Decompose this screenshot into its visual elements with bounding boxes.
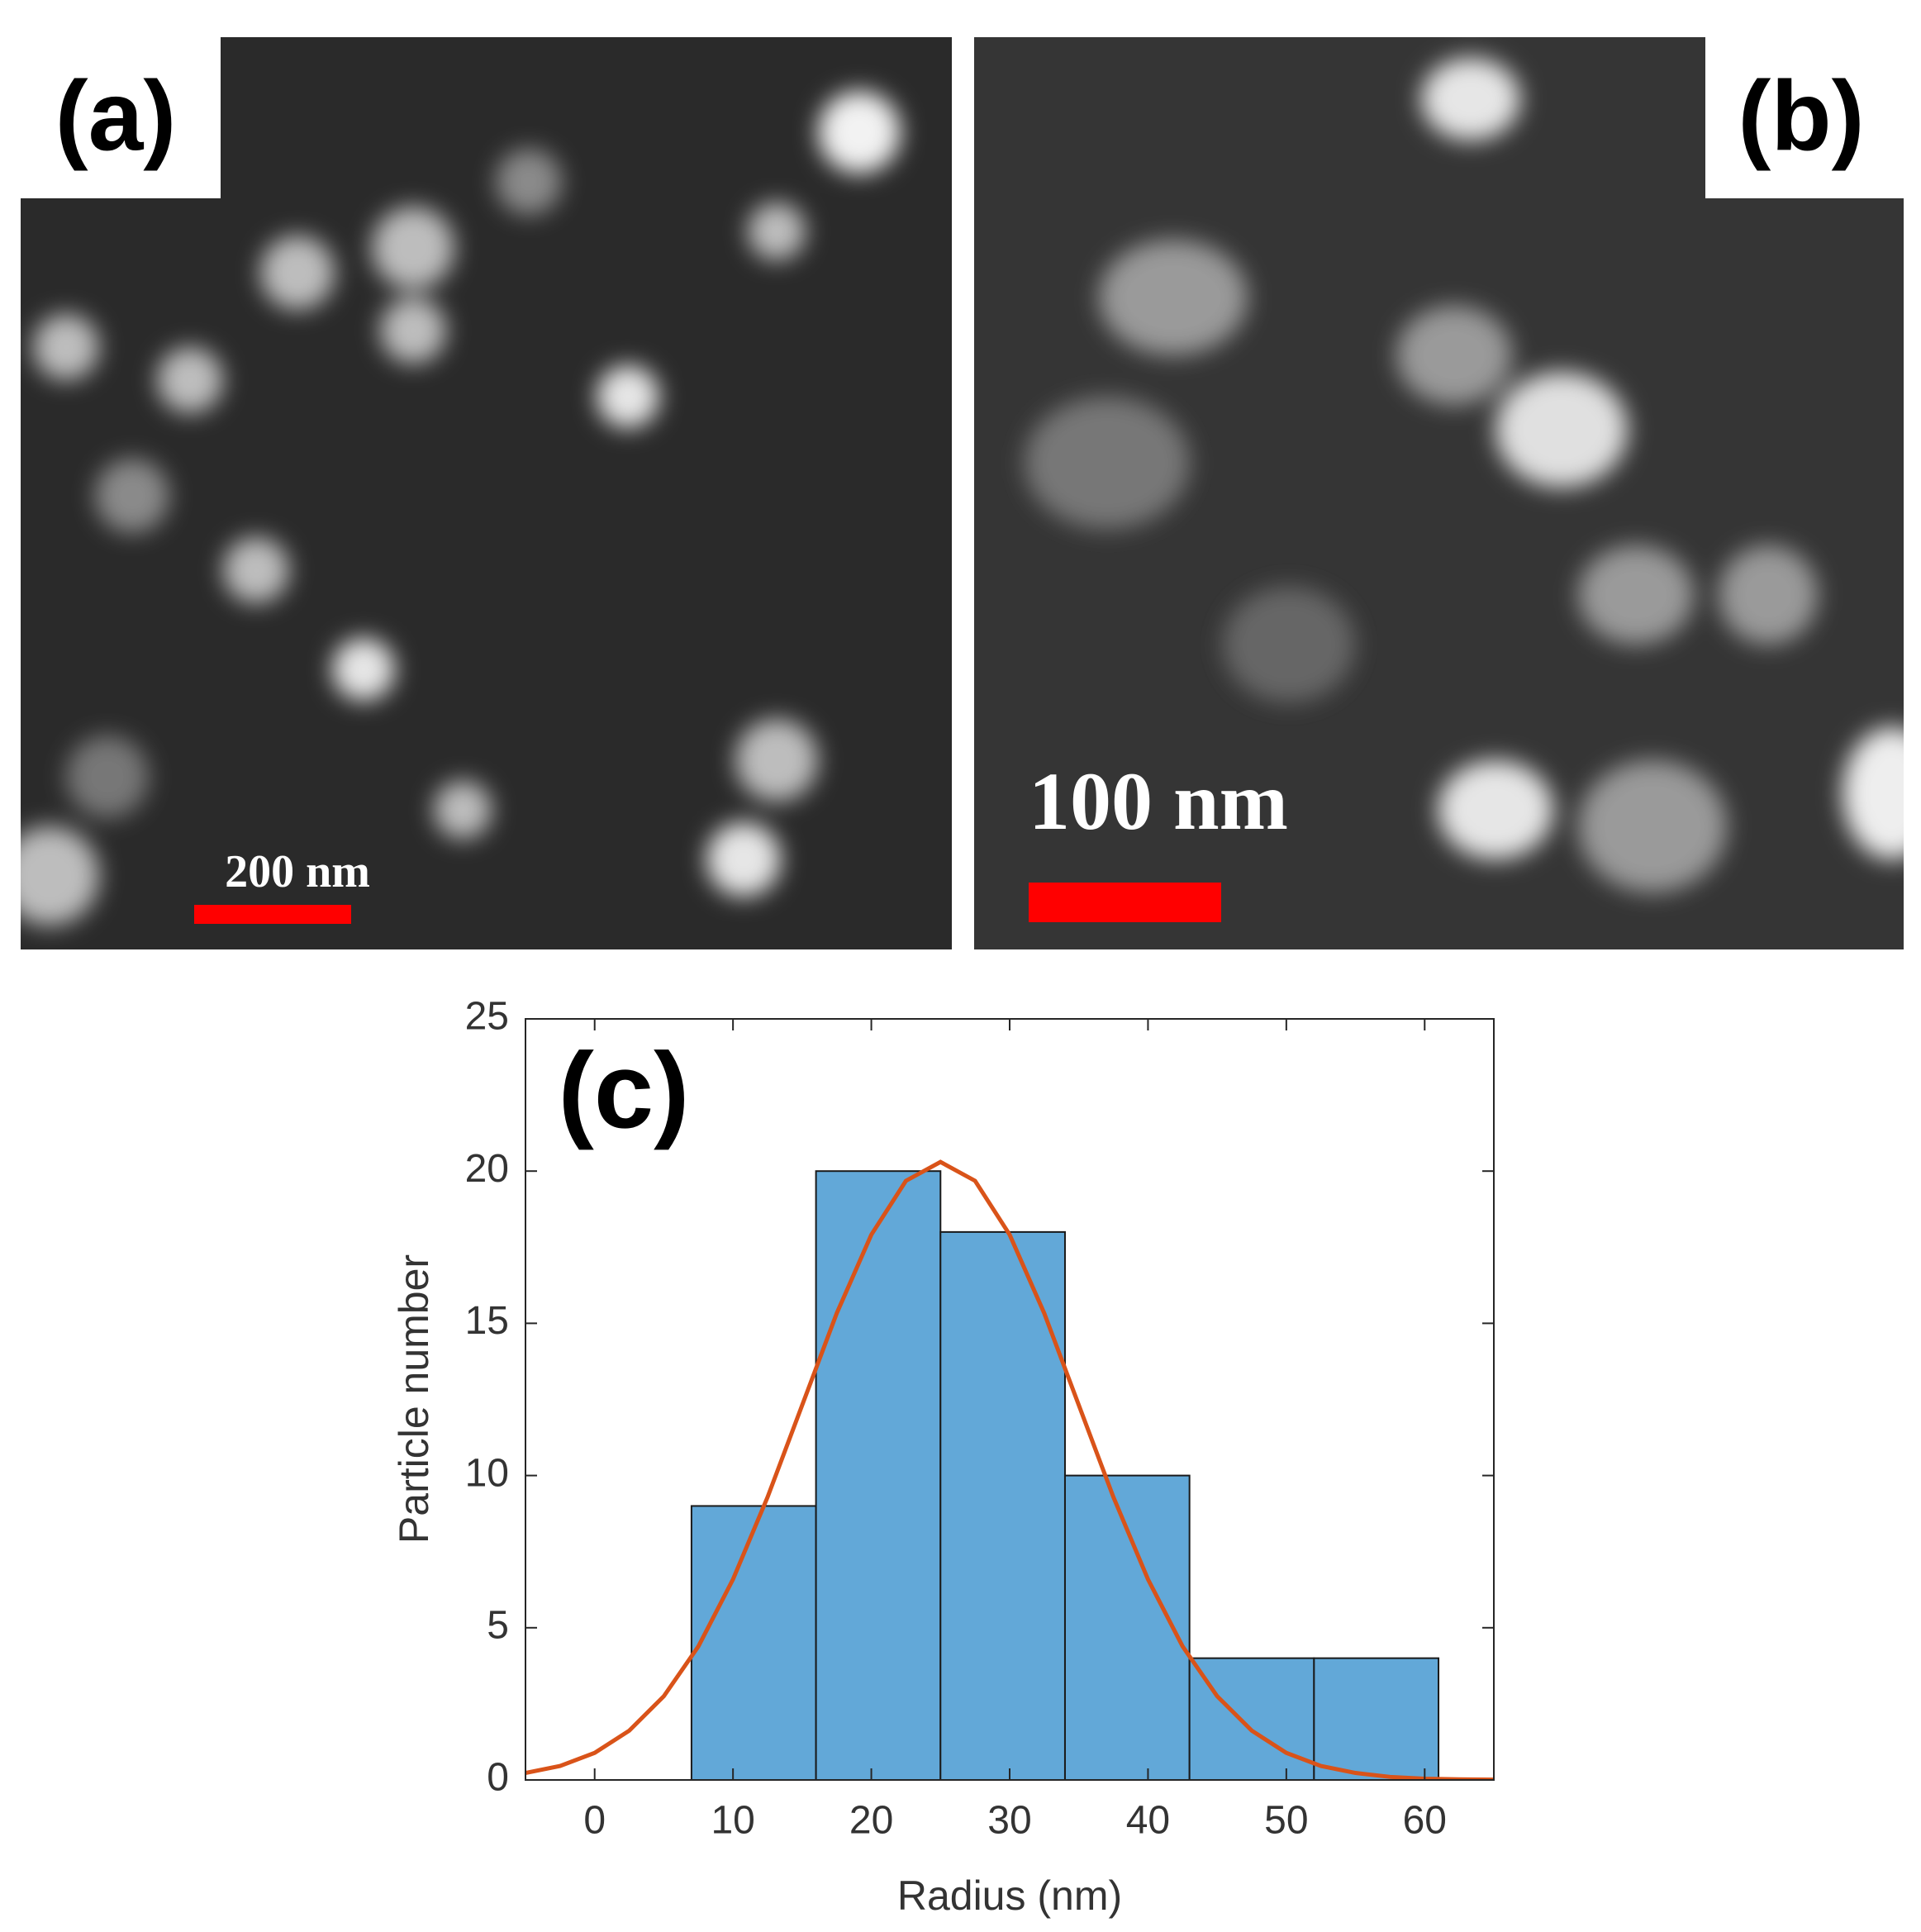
fit-curve: [525, 1159, 1494, 1780]
panel-label: (a): [55, 61, 177, 172]
x-tick-label: 20: [849, 1799, 893, 1843]
scale-bar-label: 100 nm: [1029, 755, 1288, 847]
label-box: [1705, 37, 1904, 198]
scale-bar: [1029, 883, 1221, 922]
x-tick-label: 0: [583, 1799, 606, 1843]
x-tick-label: 10: [711, 1799, 754, 1843]
bar: [1313, 1657, 1440, 1782]
panel-label: (b): [1738, 61, 1864, 172]
bar: [815, 1170, 942, 1781]
scale-bar-label: 200 nm: [225, 846, 370, 897]
y-tick-label: 5: [487, 1603, 509, 1647]
panel-label: (c): [559, 1030, 690, 1150]
x-tick-label: 40: [1126, 1799, 1170, 1843]
bar: [690, 1505, 817, 1781]
y-tick-label: 0: [487, 1756, 509, 1800]
x-axis-label: Radius (nm): [897, 1873, 1122, 1919]
y-tick-label: 25: [465, 995, 509, 1039]
bar: [1188, 1657, 1315, 1782]
x-tick-label: 30: [987, 1799, 1031, 1843]
y-axis-label: Particle number: [391, 1254, 437, 1544]
label-box: [21, 37, 221, 198]
x-tick-label: 50: [1264, 1799, 1308, 1843]
scale-bar: [194, 905, 351, 924]
y-tick-label: 15: [465, 1299, 509, 1343]
y-tick-label: 10: [465, 1451, 509, 1495]
y-tick-label: 20: [465, 1147, 509, 1191]
bar: [939, 1230, 1066, 1781]
x-tick-label: 60: [1403, 1799, 1447, 1843]
